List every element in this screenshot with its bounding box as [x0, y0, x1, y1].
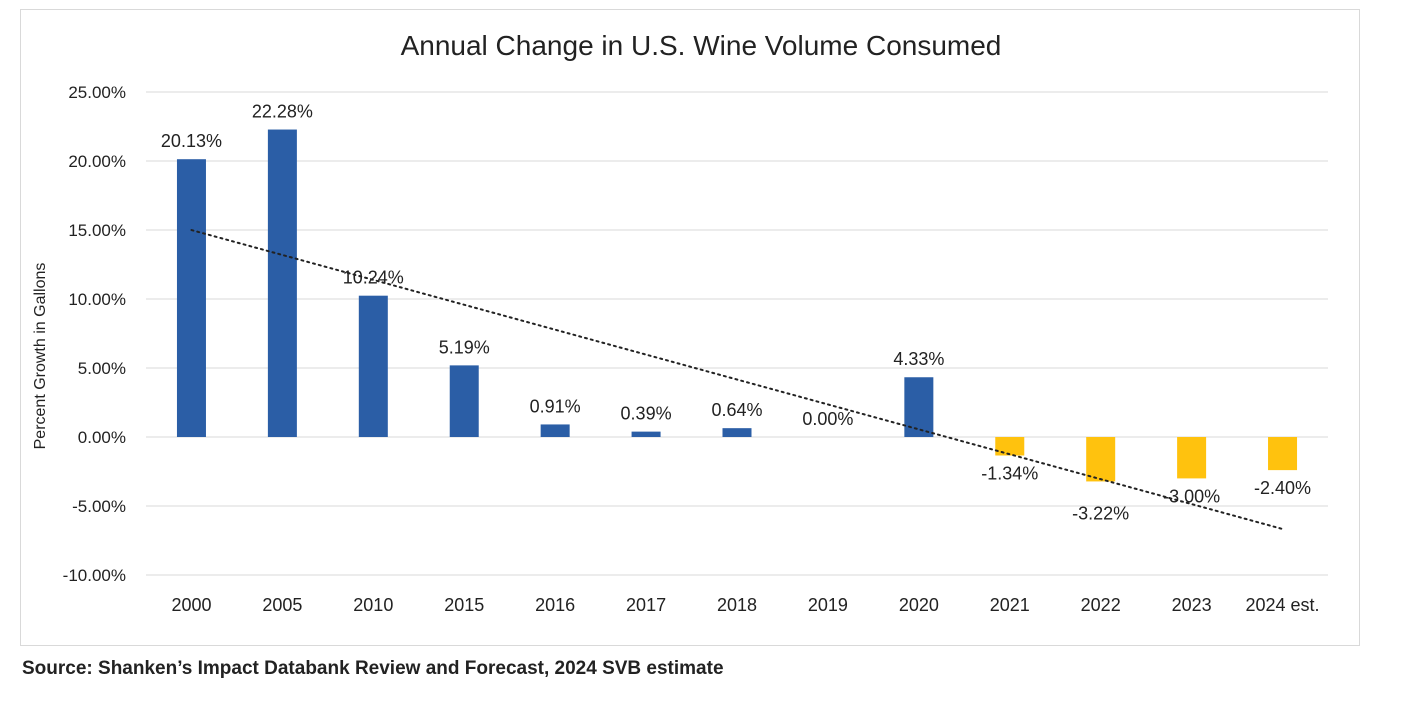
x-category-label: 2005 [262, 595, 302, 615]
y-tick-label: -5.00% [72, 497, 126, 516]
x-category-label: 2017 [626, 595, 666, 615]
bar [540, 424, 570, 437]
x-category-label: 2023 [1172, 595, 1212, 615]
data-label: -3.00% [1163, 486, 1220, 506]
data-label: 22.28% [252, 102, 313, 122]
data-labels: 20.13% 22.28% 10.24% 5.19% 0.91% 0.39% 0.64% 0.… [161, 102, 1311, 524]
y-tick-label: -10.00% [63, 566, 126, 585]
data-label: 0.39% [621, 404, 672, 424]
y-tick-label: 25.00% [68, 83, 126, 102]
x-category-label: 2016 [535, 595, 575, 615]
data-label: -2.40% [1254, 478, 1311, 498]
bar [449, 365, 479, 437]
y-tick-label: 0.00% [78, 428, 126, 447]
source-note: Source: Shanken’s Impact Databank Review… [22, 658, 724, 679]
data-label: 0.00% [802, 409, 853, 429]
bars [176, 129, 1298, 482]
bar [1177, 437, 1207, 479]
data-label: 20.13% [161, 131, 222, 151]
chart-frame: Annual Change in U.S. Wine Volume Consum… [20, 9, 1360, 646]
y-tick-label: 20.00% [68, 152, 126, 171]
chart: Annual Change in U.S. Wine Volume Consum… [32, 30, 1328, 615]
bar [267, 129, 297, 437]
bar [722, 428, 752, 437]
bar [1086, 437, 1116, 482]
y-axis-tick-labels: 25.00% 20.00% 15.00% 10.00% 5.00% 0.00% -5.00%… [63, 83, 126, 585]
data-label: 0.64% [711, 400, 762, 420]
y-axis-title: Percent Growth in Gallons [32, 263, 49, 450]
data-label: 4.33% [893, 349, 944, 369]
trendline [190, 229, 1284, 530]
bar [904, 377, 934, 437]
x-category-label: 2000 [171, 595, 211, 615]
data-label: -1.34% [981, 463, 1038, 483]
data-label: 5.19% [439, 337, 490, 357]
gridlines [146, 91, 1328, 576]
x-category-label: 2015 [444, 595, 484, 615]
y-tick-label: 10.00% [68, 290, 126, 309]
trendline-line [190, 229, 1284, 530]
x-category-label: 2020 [899, 595, 939, 615]
x-category-label: 2010 [353, 595, 393, 615]
data-label: 0.91% [530, 396, 581, 416]
x-category-label: 2019 [808, 595, 848, 615]
chart-title: Annual Change in U.S. Wine Volume Consum… [401, 30, 1002, 61]
bar [176, 159, 206, 437]
data-label: 10.24% [343, 268, 404, 288]
bar [995, 437, 1025, 456]
y-tick-label: 15.00% [68, 221, 126, 240]
bar [1268, 437, 1298, 471]
x-axis-category-labels: 2000 2005 2010 2015 2016 2017 2018 2019 2020 2021… [171, 595, 1319, 615]
data-label: -3.22% [1072, 503, 1129, 523]
x-category-label: 2021 [990, 595, 1030, 615]
x-category-label: 2024 est. [1246, 595, 1320, 615]
bar [358, 295, 388, 437]
bar [631, 431, 661, 437]
y-tick-label: 5.00% [78, 359, 126, 378]
x-category-label: 2018 [717, 595, 757, 615]
x-category-label: 2022 [1081, 595, 1121, 615]
